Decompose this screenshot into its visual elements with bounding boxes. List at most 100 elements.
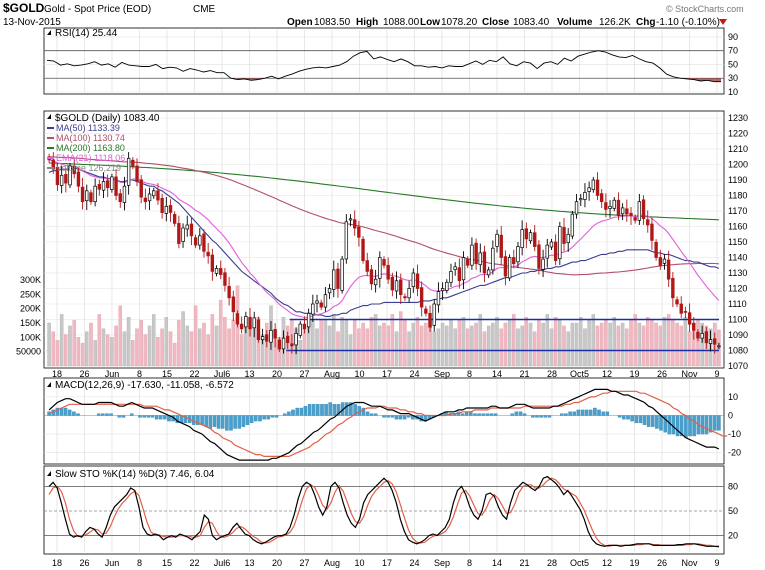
legend-entry: MA(100) 1130.74	[56, 133, 125, 143]
macd-histogram-bar	[580, 409, 585, 416]
macd-histogram-bar	[547, 415, 552, 418]
volume-bar	[482, 331, 487, 367]
exchange-label: CME	[193, 4, 216, 15]
volume-bar	[394, 331, 399, 367]
candle-body	[294, 333, 298, 346]
macd-histogram-bar	[588, 409, 593, 416]
volume-y-tick: 50000	[16, 347, 41, 357]
candle-body	[231, 296, 236, 313]
macd-histogram-bar	[531, 415, 535, 418]
macd-histogram-bar	[568, 411, 572, 416]
price-x-tick: 28	[547, 369, 557, 379]
sto-x-tick: 21	[519, 558, 529, 568]
sto-y-tick: 80	[728, 481, 738, 491]
macd-histogram-bar	[671, 415, 676, 435]
macd-histogram-bar	[345, 402, 349, 416]
candle-body	[382, 259, 386, 266]
volume-bar	[591, 314, 596, 367]
volume-bar	[566, 331, 570, 367]
candle-body	[239, 323, 244, 330]
macd-histogram-bar	[390, 415, 395, 418]
candlesticks	[47, 152, 721, 355]
sto-x-tick: Oct5	[570, 558, 589, 568]
candle-body	[524, 228, 529, 240]
volume-bar	[541, 322, 545, 367]
macd-histogram-bar	[208, 415, 213, 429]
sto-x-tick: 27	[299, 558, 309, 568]
price-x-tick: 10	[354, 369, 364, 379]
volume-bar	[206, 334, 210, 367]
candle-body	[147, 193, 152, 202]
rsi-y-tick: 30	[728, 73, 738, 83]
candle-body	[126, 157, 131, 186]
candle-body	[332, 269, 336, 290]
macd-histogram-bar	[105, 413, 109, 416]
sto-x-tick: 22	[189, 558, 199, 568]
candle-body	[558, 226, 562, 260]
candle-body	[252, 317, 256, 329]
volume-bar	[679, 325, 683, 367]
moving-averages	[48, 156, 720, 352]
sto-x-tick: 19	[629, 558, 639, 568]
price-x-tick: Jun	[105, 369, 120, 379]
macd-histogram-bar	[688, 415, 692, 437]
macd-histogram-bar	[249, 415, 254, 424]
candle-body	[604, 202, 608, 210]
candle-body	[315, 300, 319, 304]
macd-histogram-bar	[663, 415, 667, 433]
candle-body	[135, 165, 139, 182]
volume-bar	[378, 325, 382, 367]
macd-histogram-bar	[700, 415, 705, 435]
macd-histogram-bar	[76, 413, 80, 416]
sto-x-tick: 26	[79, 558, 89, 568]
rsi-y-tick: 50	[728, 59, 738, 69]
candle-body	[72, 165, 76, 175]
sto-x-tick: 13	[244, 558, 254, 568]
volume-bar	[323, 319, 328, 367]
volume-bar	[185, 325, 190, 367]
macd-histogram-bar	[109, 413, 113, 416]
macd-y-tick: -20	[728, 448, 741, 458]
volume-bar	[218, 299, 223, 367]
sto-x-tick: Nov	[681, 558, 698, 568]
candle-body	[214, 268, 219, 274]
candle-body	[478, 252, 482, 266]
candle-body	[625, 208, 629, 215]
macd-y-tick: 0	[728, 410, 733, 420]
candle-body	[390, 276, 395, 291]
candle-body	[399, 279, 403, 296]
volume-bar	[465, 328, 470, 367]
volume-bar	[101, 328, 106, 367]
macd-histogram-bar	[303, 406, 308, 416]
candle-body	[306, 312, 311, 328]
volume-bar	[302, 328, 307, 367]
sto-panel	[43, 465, 725, 555]
candle-body	[616, 199, 621, 217]
sto-x-tick: 9	[714, 558, 719, 568]
sto-x-tick: Jul6	[214, 558, 231, 568]
macd-histogram-bar	[47, 411, 51, 416]
volume-bar	[583, 328, 587, 367]
candle-body	[273, 329, 277, 339]
macd-y-tick: -10	[728, 429, 741, 439]
volume-bar	[319, 319, 323, 367]
macd-histogram-bar	[597, 409, 601, 416]
macd-histogram-bar	[183, 415, 188, 424]
macd-line	[48, 388, 720, 461]
macd-histogram-bar	[311, 404, 316, 416]
candle-body	[474, 242, 478, 265]
candle-body	[407, 288, 411, 299]
price-y-tick: 1170	[728, 206, 747, 216]
volume-bar	[122, 331, 127, 367]
candle-body	[411, 272, 416, 287]
candle-body	[265, 334, 269, 342]
sto-x-tick: 10	[354, 558, 364, 568]
macd-histogram-bar	[320, 404, 324, 416]
volume-bar	[558, 319, 562, 367]
macd-histogram-bar	[675, 415, 680, 437]
candle-body	[620, 207, 625, 215]
candle-body	[361, 238, 365, 261]
candle-body	[436, 291, 441, 306]
volume-bar	[608, 322, 612, 367]
volume-bar	[193, 305, 198, 367]
